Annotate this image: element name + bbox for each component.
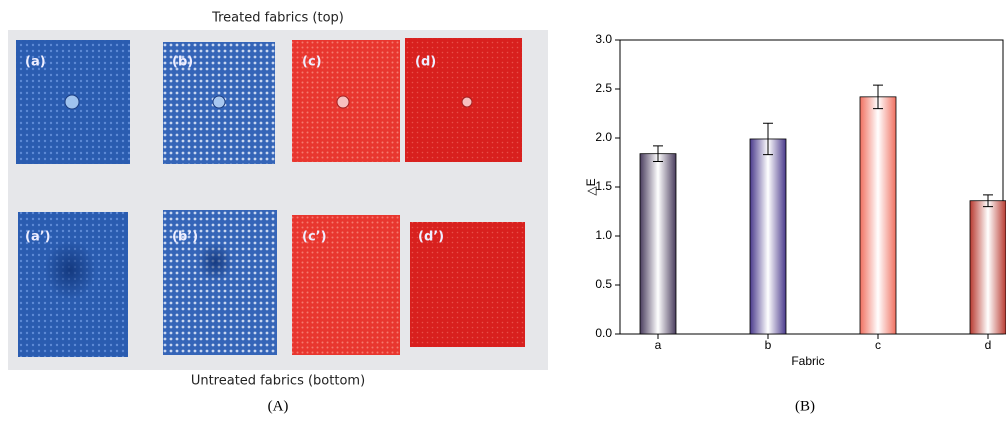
- y-tick-label: 1.5: [595, 179, 612, 193]
- caption: Treated fabrics (top): [211, 11, 344, 26]
- figure: Treated fabrics (top) Untreated fabrics …: [0, 0, 1006, 417]
- water-droplet: [462, 97, 472, 107]
- x-axis-label: Fabric: [791, 354, 824, 368]
- bar: [860, 97, 896, 334]
- water-droplet: [65, 95, 79, 109]
- y-tick-label: 2.5: [595, 81, 612, 95]
- water-droplet: [213, 96, 225, 108]
- fabric-label: (a’): [25, 230, 51, 245]
- caption: Untreated fabrics (bottom): [191, 374, 365, 389]
- y-tick-label: 2.0: [595, 130, 612, 144]
- y-tick-label: 0.5: [595, 277, 612, 291]
- x-tick-label: a: [655, 338, 662, 352]
- fabric-label: (b): [172, 55, 193, 70]
- x-tick-label: c: [875, 338, 881, 352]
- fabric-label: (b’): [172, 230, 198, 245]
- y-tick-label: 1.0: [595, 228, 612, 242]
- bar: [750, 139, 786, 334]
- fabric-label: (c’): [302, 230, 327, 245]
- fabric-label: (a): [25, 55, 46, 70]
- wet-spot: [44, 240, 96, 300]
- y-tick-label: 3.0: [595, 32, 612, 46]
- bar: [640, 154, 676, 334]
- y-tick-label: 0.0: [595, 326, 612, 340]
- plot-frame: [620, 40, 1003, 334]
- fabric-label: (d): [415, 55, 436, 70]
- water-droplet: [337, 96, 349, 108]
- x-tick-label: d: [985, 338, 992, 352]
- fabric-label: (c): [302, 55, 322, 70]
- panel-label: (B): [795, 398, 815, 414]
- photo: [8, 30, 548, 370]
- x-tick-label: b: [765, 338, 772, 352]
- wet-spot: [197, 242, 233, 282]
- fabric-label: (d’): [418, 230, 444, 245]
- bar: [970, 201, 1006, 334]
- panel-label: (A): [268, 398, 289, 414]
